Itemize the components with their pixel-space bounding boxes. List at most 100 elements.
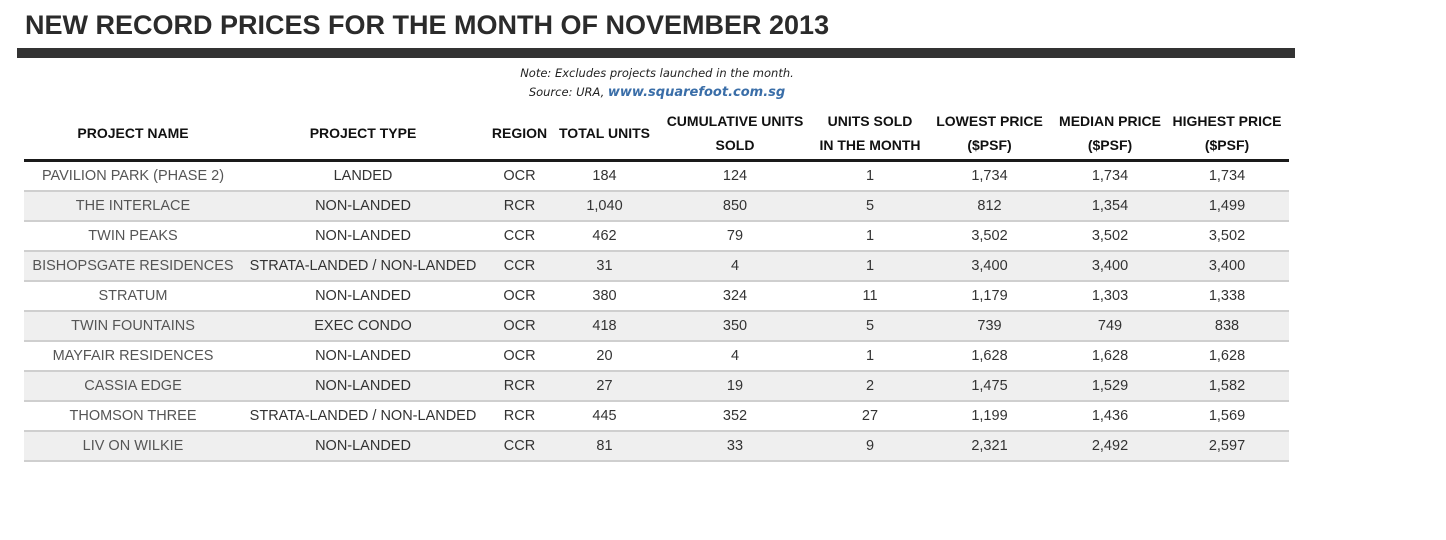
page-title: NEW RECORD PRICES FOR THE MONTH OF NOVEM… xyxy=(25,10,830,40)
header-month-line2: IN THE MONTH xyxy=(819,137,921,153)
cell-project-type: NON-LANDED xyxy=(242,221,484,252)
cell-median-price: 1,436 xyxy=(1055,401,1165,432)
cell-units-sold-month: 11 xyxy=(816,281,924,312)
cell-project-name: BISHOPSGATE RESIDENCES xyxy=(24,251,242,282)
cell-total-units: 184 xyxy=(555,160,654,192)
cell-units-sold-month: 1 xyxy=(816,341,924,372)
header-highest-line2: ($PSF) xyxy=(1204,137,1250,153)
cell-highest-price: 1,499 xyxy=(1165,191,1289,222)
cell-cumulative-units-sold: 4 xyxy=(654,251,816,282)
cell-region: OCR xyxy=(484,311,555,342)
cell-median-price: 3,400 xyxy=(1055,251,1165,282)
cell-lowest-price: 3,400 xyxy=(924,251,1055,282)
header-month-line1: UNITS SOLD xyxy=(827,113,913,129)
cell-cumulative-units-sold: 324 xyxy=(654,281,816,312)
table-row: THOMSON THREE STRATA-LANDED / NON-LANDED R… xyxy=(24,401,1289,432)
cell-region: CCR xyxy=(484,221,555,252)
cell-median-price: 1,303 xyxy=(1055,281,1165,312)
cell-total-units: 20 xyxy=(555,341,654,372)
cell-highest-price: 1,569 xyxy=(1165,401,1289,432)
cell-project-type: NON-LANDED xyxy=(242,431,484,462)
table-row: THE INTERLACE NON-LANDED RCR 1,040 850 5 812 1,… xyxy=(24,191,1289,222)
table-row: TWIN FOUNTAINS EXEC CONDO OCR 418 350 5 739 749… xyxy=(24,311,1289,342)
records-table-body: PAVILION PARK (PHASE 2) LANDED OCR 184 124 1 1… xyxy=(24,160,1289,462)
cell-highest-price: 1,582 xyxy=(1165,371,1289,402)
header-units-sold-month: UNITS SOLD IN THE MONTH xyxy=(816,107,924,162)
cell-units-sold-month: 5 xyxy=(816,191,924,222)
header-region: REGION xyxy=(484,107,555,162)
header-lowest-line2: ($PSF) xyxy=(967,137,1012,153)
table-row: STRATUM NON-LANDED OCR 380 324 11 1,179 1,303 1,… xyxy=(24,281,1289,312)
table-row: CASSIA EDGE NON-LANDED RCR 27 19 2 1,475 1,529 1… xyxy=(24,371,1289,402)
cell-region: OCR xyxy=(484,341,555,372)
cell-cumulative-units-sold: 79 xyxy=(654,221,816,252)
table-row: MAYFAIR RESIDENCES NON-LANDED OCR 20 4 1 1,628… xyxy=(24,341,1289,372)
cell-project-name: LIV ON WILKIE xyxy=(24,431,242,462)
cell-project-type: NON-LANDED xyxy=(242,371,484,402)
cell-highest-price: 1,628 xyxy=(1165,341,1289,372)
source-prefix: Source: URA, xyxy=(528,85,605,99)
cell-total-units: 81 xyxy=(555,431,654,462)
cell-cumulative-units-sold: 33 xyxy=(654,431,816,462)
cell-project-name: CASSIA EDGE xyxy=(24,371,242,402)
cell-project-name: MAYFAIR RESIDENCES xyxy=(24,341,242,372)
cell-units-sold-month: 5 xyxy=(816,311,924,342)
cell-units-sold-month: 1 xyxy=(816,221,924,252)
cell-region: CCR xyxy=(484,251,555,282)
header-highest-line1: HIGHEST PRICE xyxy=(1172,113,1282,129)
cell-total-units: 1,040 xyxy=(555,191,654,222)
cell-project-name: STRATUM xyxy=(24,281,242,312)
cell-units-sold-month: 1 xyxy=(816,160,924,192)
table-row: TWIN PEAKS NON-LANDED CCR 462 79 1 3,502 3,502 3… xyxy=(24,221,1289,252)
cell-lowest-price: 1,734 xyxy=(924,160,1055,192)
cell-highest-price: 1,338 xyxy=(1165,281,1289,312)
header-total-units: TOTAL UNITS xyxy=(555,107,654,162)
header-project-name: PROJECT NAME xyxy=(24,107,242,162)
source-site-link[interactable]: www.squarefoot.com.sg xyxy=(607,85,786,100)
cell-total-units: 418 xyxy=(555,311,654,342)
header-project-type: PROJECT TYPE xyxy=(242,107,484,162)
cell-highest-price: 2,597 xyxy=(1165,431,1289,462)
cell-total-units: 445 xyxy=(555,401,654,432)
cell-region: OCR xyxy=(484,160,555,192)
table-row: PAVILION PARK (PHASE 2) LANDED OCR 184 124 1 1… xyxy=(24,160,1289,192)
header-lowest-line1: LOWEST PRICE xyxy=(936,113,1043,129)
cell-median-price: 1,529 xyxy=(1055,371,1165,402)
cell-cumulative-units-sold: 124 xyxy=(654,160,816,192)
cell-region: RCR xyxy=(484,401,555,432)
cell-units-sold-month: 9 xyxy=(816,431,924,462)
cell-cumulative-units-sold: 352 xyxy=(654,401,816,432)
cell-highest-price: 1,734 xyxy=(1165,160,1289,192)
table-row: BISHOPSGATE RESIDENCES STRATA-LANDED / NO… xyxy=(24,251,1289,282)
cell-highest-price: 3,400 xyxy=(1165,251,1289,282)
cell-units-sold-month: 2 xyxy=(816,371,924,402)
cell-project-type: NON-LANDED xyxy=(242,281,484,312)
header-lowest-price: LOWEST PRICE ($PSF) xyxy=(924,107,1055,162)
cell-lowest-price: 739 xyxy=(924,311,1055,342)
cell-lowest-price: 2,321 xyxy=(924,431,1055,462)
cell-region: RCR xyxy=(484,191,555,222)
cell-project-name: THOMSON THREE xyxy=(24,401,242,432)
title-divider xyxy=(17,48,1295,58)
cell-highest-price: 838 xyxy=(1165,311,1289,342)
header-row: PROJECT NAME PROJECT TYPE REGION TOTAL U… xyxy=(24,107,1289,162)
cell-lowest-price: 812 xyxy=(924,191,1055,222)
cell-median-price: 1,354 xyxy=(1055,191,1165,222)
cell-cumulative-units-sold: 19 xyxy=(654,371,816,402)
cell-highest-price: 3,502 xyxy=(1165,221,1289,252)
cell-project-type: NON-LANDED xyxy=(242,341,484,372)
cell-median-price: 1,734 xyxy=(1055,160,1165,192)
cell-total-units: 31 xyxy=(555,251,654,282)
cell-project-type: NON-LANDED xyxy=(242,191,484,222)
cell-cumulative-units-sold: 4 xyxy=(654,341,816,372)
cell-project-type: EXEC CONDO xyxy=(242,311,484,342)
cell-project-type: LANDED xyxy=(242,160,484,192)
cell-lowest-price: 3,502 xyxy=(924,221,1055,252)
cell-project-type: STRATA-LANDED / NON-LANDED xyxy=(242,251,484,282)
cell-units-sold-month: 27 xyxy=(816,401,924,432)
cell-lowest-price: 1,199 xyxy=(924,401,1055,432)
cell-project-type: STRATA-LANDED / NON-LANDED xyxy=(242,401,484,432)
cell-project-name: THE INTERLACE xyxy=(24,191,242,222)
header-median-line1: MEDIAN PRICE xyxy=(1059,113,1161,129)
